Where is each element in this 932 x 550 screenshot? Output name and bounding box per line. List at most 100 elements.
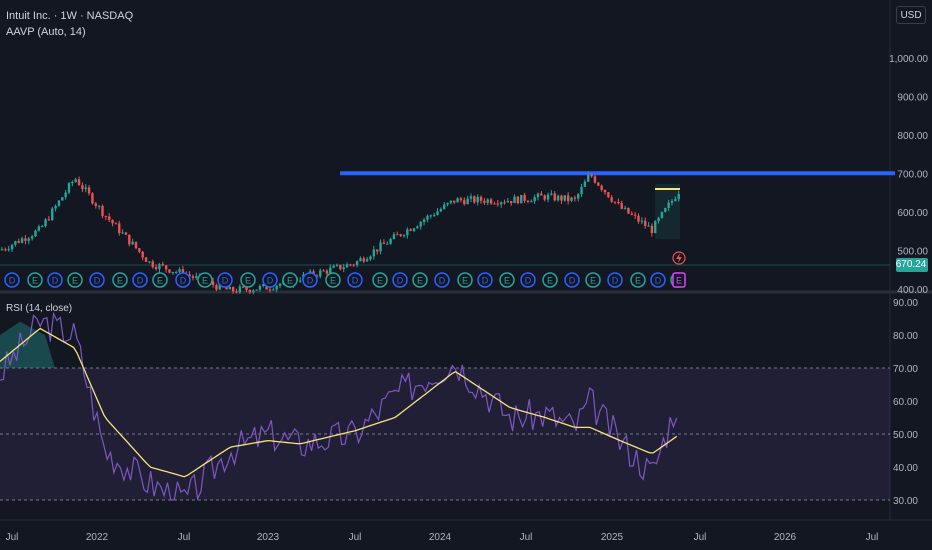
candle-body bbox=[319, 270, 322, 277]
candle-body bbox=[560, 195, 563, 201]
event-badge-letter: D bbox=[525, 276, 532, 286]
candle-body bbox=[536, 193, 540, 198]
candle-body bbox=[252, 290, 255, 293]
candle-body bbox=[104, 215, 108, 217]
candle-body bbox=[332, 265, 335, 268]
rsi-axis-tick: 70.00 bbox=[893, 364, 918, 375]
event-badge-letter: D bbox=[352, 276, 359, 286]
event-badge-dividend-icon bbox=[477, 272, 493, 288]
event-badge-dividend-icon bbox=[89, 272, 105, 288]
event-badge-earnings-icon bbox=[585, 272, 601, 288]
candle-body bbox=[449, 200, 453, 203]
candle-body bbox=[315, 275, 319, 277]
candle-body bbox=[469, 196, 473, 199]
candle-body bbox=[486, 199, 489, 203]
indicator-title[interactable]: AAVP (Auto, 14) bbox=[6, 26, 86, 38]
candle-body bbox=[118, 223, 121, 234]
candle-body bbox=[516, 196, 520, 204]
candle-body bbox=[258, 285, 262, 290]
candle-body bbox=[613, 201, 617, 203]
candle-body bbox=[248, 289, 252, 293]
event-badge-dividend-icon bbox=[4, 272, 20, 288]
candle-body bbox=[121, 232, 124, 234]
event-badge-earnings-icon bbox=[152, 272, 168, 288]
event-badge-letter: E bbox=[547, 276, 553, 286]
event-badge-letter: D bbox=[52, 276, 59, 286]
rsi-axis-tick: 60.00 bbox=[893, 397, 918, 408]
candle-body bbox=[151, 261, 154, 268]
candle-body bbox=[493, 203, 496, 205]
candle-body bbox=[503, 202, 506, 204]
candle-body bbox=[27, 238, 30, 241]
candle-body bbox=[175, 271, 178, 273]
candle-body bbox=[161, 264, 164, 266]
price-axis-tick: 500.00 bbox=[897, 247, 928, 258]
event-badge-letter: D bbox=[307, 276, 314, 286]
symbol-title[interactable]: Intuit Inc. · 1W · NASDAQ bbox=[6, 10, 134, 22]
event-badge-earnings-icon bbox=[27, 272, 43, 288]
candle-body bbox=[610, 197, 613, 202]
time-axis-label: Jul bbox=[866, 532, 879, 543]
candle-body bbox=[322, 270, 325, 272]
candle-body bbox=[24, 238, 27, 241]
candle-body bbox=[108, 216, 111, 220]
candle-body bbox=[148, 261, 151, 263]
event-badge-letter: D bbox=[482, 276, 489, 286]
candle-body bbox=[439, 208, 443, 212]
candle-body bbox=[191, 276, 195, 278]
event-badge-letter: D bbox=[569, 276, 576, 286]
event-badge-letter: E bbox=[245, 276, 251, 286]
last-price-label: 670.24 bbox=[895, 258, 927, 270]
candle-body bbox=[178, 269, 181, 272]
candle-body bbox=[372, 249, 376, 257]
event-badge-letter: D bbox=[137, 276, 144, 286]
candle-body bbox=[583, 181, 587, 187]
candle-body bbox=[71, 181, 74, 184]
rsi-axis-tick: 30.00 bbox=[893, 496, 918, 507]
candle-body bbox=[61, 197, 64, 201]
candle-body bbox=[17, 241, 20, 243]
event-badge-earnings-icon bbox=[630, 272, 646, 288]
rsi-title[interactable]: RSI (14, close) bbox=[6, 303, 73, 314]
rsi-axis-tick: 80.00 bbox=[893, 331, 918, 342]
candle-body bbox=[650, 225, 654, 234]
time-axis-label: 2024 bbox=[429, 532, 452, 543]
candle-body bbox=[138, 248, 141, 252]
candle-body bbox=[510, 201, 513, 204]
price-axis-tick: 900.00 bbox=[897, 93, 928, 104]
candle-body bbox=[339, 264, 342, 270]
event-badge-letter: D bbox=[439, 276, 446, 286]
event-badge-earnings-icon bbox=[112, 272, 128, 288]
candle-body bbox=[660, 211, 664, 218]
candle-body bbox=[513, 196, 516, 204]
event-badge-letter: E bbox=[72, 276, 78, 286]
candle-body bbox=[426, 215, 429, 220]
candle-body bbox=[20, 238, 24, 243]
candle-body bbox=[647, 225, 650, 227]
event-badge-earnings-icon bbox=[325, 272, 341, 288]
candle-body bbox=[211, 281, 215, 286]
candle-body bbox=[379, 242, 382, 252]
candle-body bbox=[546, 194, 550, 200]
candle-body bbox=[664, 208, 667, 212]
candle-body bbox=[245, 286, 248, 290]
currency-button[interactable]: USD bbox=[896, 6, 926, 24]
candle-body bbox=[255, 289, 258, 291]
candle-body bbox=[218, 283, 221, 290]
rsi-axis-tick: 40.00 bbox=[893, 463, 918, 474]
aavp-zone bbox=[655, 184, 680, 239]
candle-body bbox=[171, 271, 175, 273]
candle-body bbox=[67, 183, 71, 193]
candle-body bbox=[158, 264, 161, 270]
event-badge-dividend-icon bbox=[650, 272, 666, 288]
event-badge-letter: E bbox=[287, 276, 293, 286]
candle-body bbox=[644, 220, 647, 226]
candle-body bbox=[416, 226, 419, 229]
candle-body bbox=[235, 291, 238, 293]
event-badge-earnings-icon bbox=[372, 272, 388, 288]
candle-body bbox=[530, 201, 533, 203]
candle-body bbox=[540, 193, 543, 196]
candle-body bbox=[617, 202, 620, 204]
candle-body bbox=[0, 249, 4, 251]
